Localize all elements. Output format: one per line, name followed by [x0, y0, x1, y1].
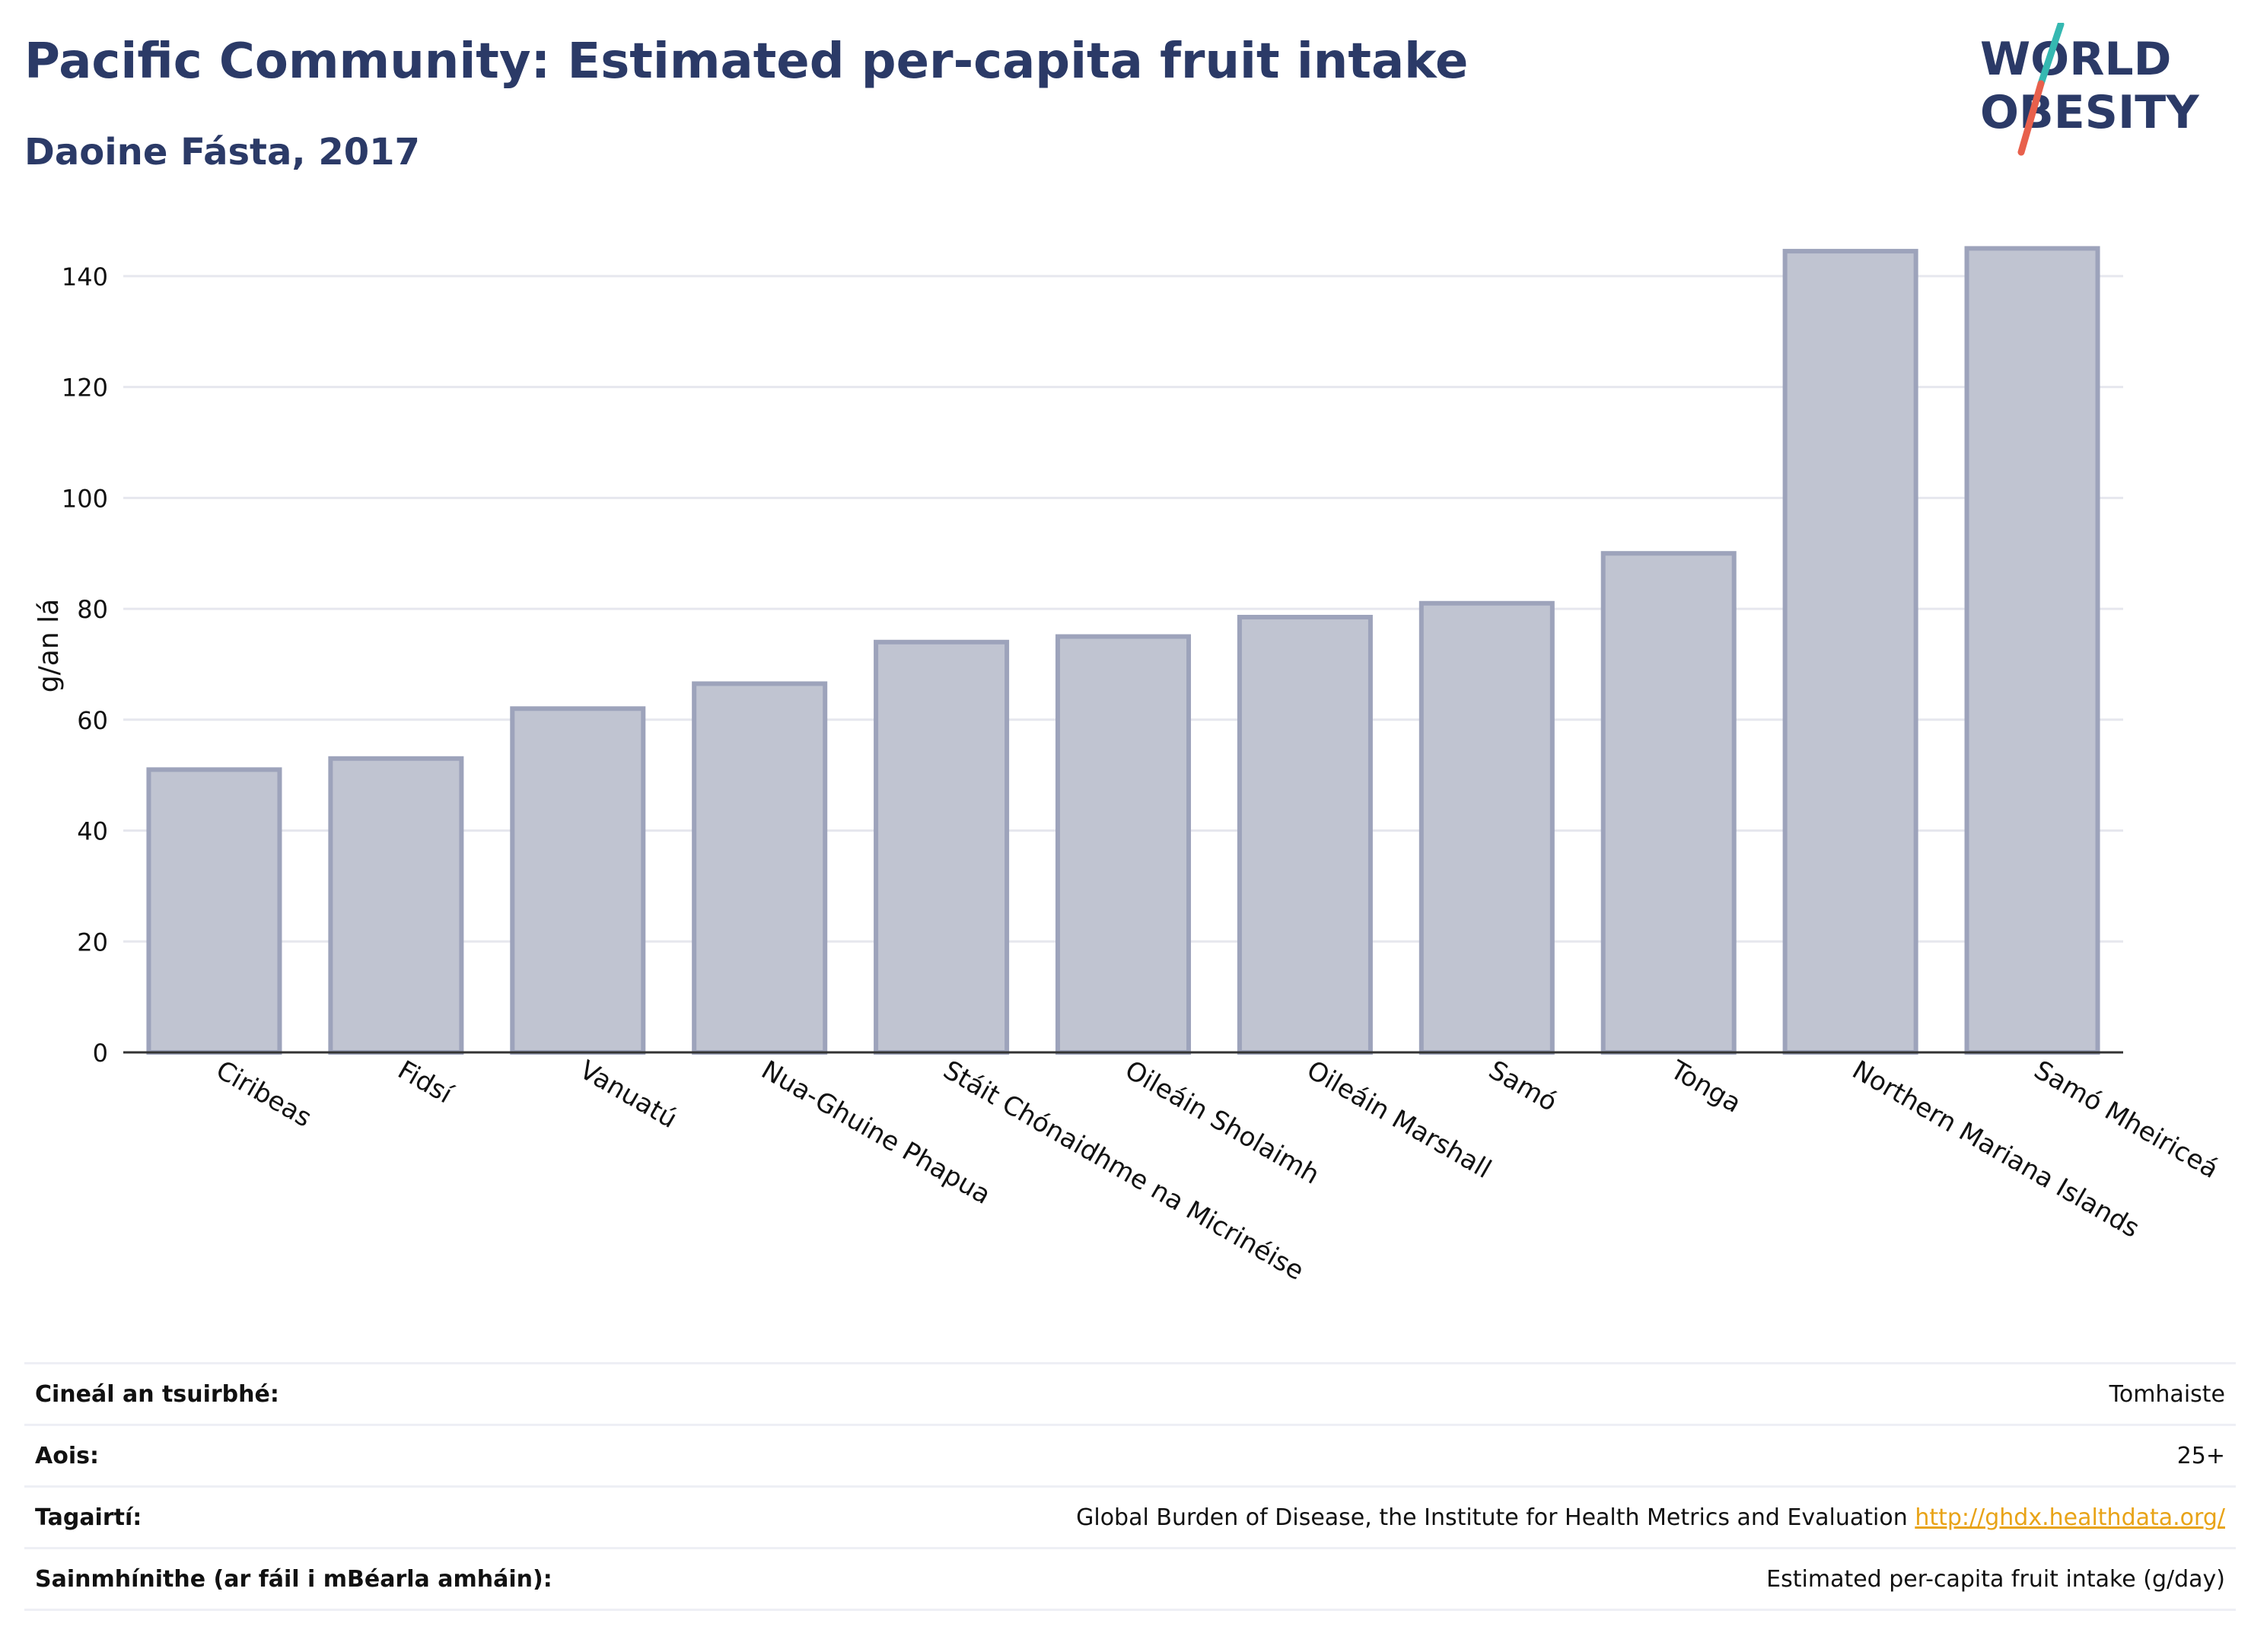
- info-label: Sainmhínithe (ar fáil i mBéarla amháin):: [35, 1565, 552, 1593]
- x-tick-label: Oileáin Marshall: [1301, 1055, 1496, 1185]
- bar: [874, 639, 1010, 1055]
- info-row-references: Tagairtí: Global Burden of Disease, the …: [24, 1486, 2236, 1549]
- info-value: Estimated per-capita fruit intake (g/day…: [1766, 1565, 2225, 1593]
- logo-text-obesity: OBESITY: [1980, 86, 2200, 139]
- info-row-survey-type: Cineál an tsuirbhé: Tomhaiste: [24, 1363, 2236, 1425]
- info-value: Global Burden of Disease, the Institute …: [721, 1487, 2236, 1549]
- x-tick-label: Fidsí: [393, 1055, 459, 1110]
- info-table: Cineál an tsuirbhé: Tomhaiste Aois: 25+ …: [24, 1362, 2236, 1611]
- info-row-age: Aois: 25+: [24, 1424, 2236, 1487]
- info-row-definitions: Sainmhínithe (ar fáil i mBéarla amháin):…: [24, 1548, 2236, 1610]
- x-tick-label: Northern Mariana Islands: [1847, 1055, 2144, 1244]
- y-tick-label: 100: [62, 484, 108, 513]
- x-tick-label: Ciribeas: [211, 1055, 317, 1133]
- reference-link[interactable]: http://ghdx.healthdata.org/: [1915, 1504, 2225, 1531]
- info-label: Cineál an tsuirbhé:: [35, 1380, 279, 1408]
- logo-text-world: WORLD: [1980, 33, 2171, 86]
- world-obesity-logo: WORLD OBESITY: [1980, 23, 2200, 156]
- info-label: Tagairtí:: [35, 1504, 142, 1531]
- bar: [146, 767, 282, 1055]
- bars: [146, 246, 2100, 1055]
- info-value: 25+: [2176, 1442, 2225, 1469]
- y-tick-label: 80: [77, 595, 108, 624]
- y-tick-label: 140: [62, 263, 108, 291]
- bar: [328, 756, 464, 1055]
- x-tick-label: Samó: [1483, 1055, 1562, 1118]
- x-tick-label: Stáit Chónaidhme na Micrinéise: [938, 1055, 1310, 1287]
- bar: [1600, 551, 1737, 1055]
- reference-text: Global Burden of Disease, the Institute …: [1076, 1504, 1908, 1531]
- chart-title: Pacific Community: Estimated per-capita …: [24, 33, 1469, 90]
- bar: [1055, 634, 1192, 1055]
- y-tick-label: 20: [77, 928, 108, 957]
- logo-slash-bottom: [2017, 80, 2045, 156]
- x-tick-label: Vanuatú: [575, 1055, 682, 1135]
- info-label: Aois:: [35, 1442, 99, 1469]
- bar: [1782, 249, 1918, 1055]
- info-value: Tomhaiste: [2109, 1380, 2225, 1408]
- bar: [692, 681, 828, 1055]
- bar: [1964, 246, 2100, 1055]
- logo-slash-top: [2037, 23, 2065, 88]
- x-tick-label: Samó Mheiriceá: [2029, 1055, 2224, 1185]
- chart-subtitle: Daoine Fásta, 2017: [24, 131, 420, 173]
- y-tick-label: 120: [62, 374, 108, 403]
- y-tick-label: 40: [77, 817, 108, 846]
- bar: [1418, 600, 1555, 1055]
- bar: [1237, 614, 1373, 1055]
- y-tick-label: 0: [93, 1039, 108, 1068]
- y-axis-label: g/an lá: [33, 599, 65, 692]
- y-tick-label: 60: [77, 706, 108, 735]
- bar: [510, 706, 646, 1055]
- x-tick-label: Tonga: [1664, 1055, 1746, 1119]
